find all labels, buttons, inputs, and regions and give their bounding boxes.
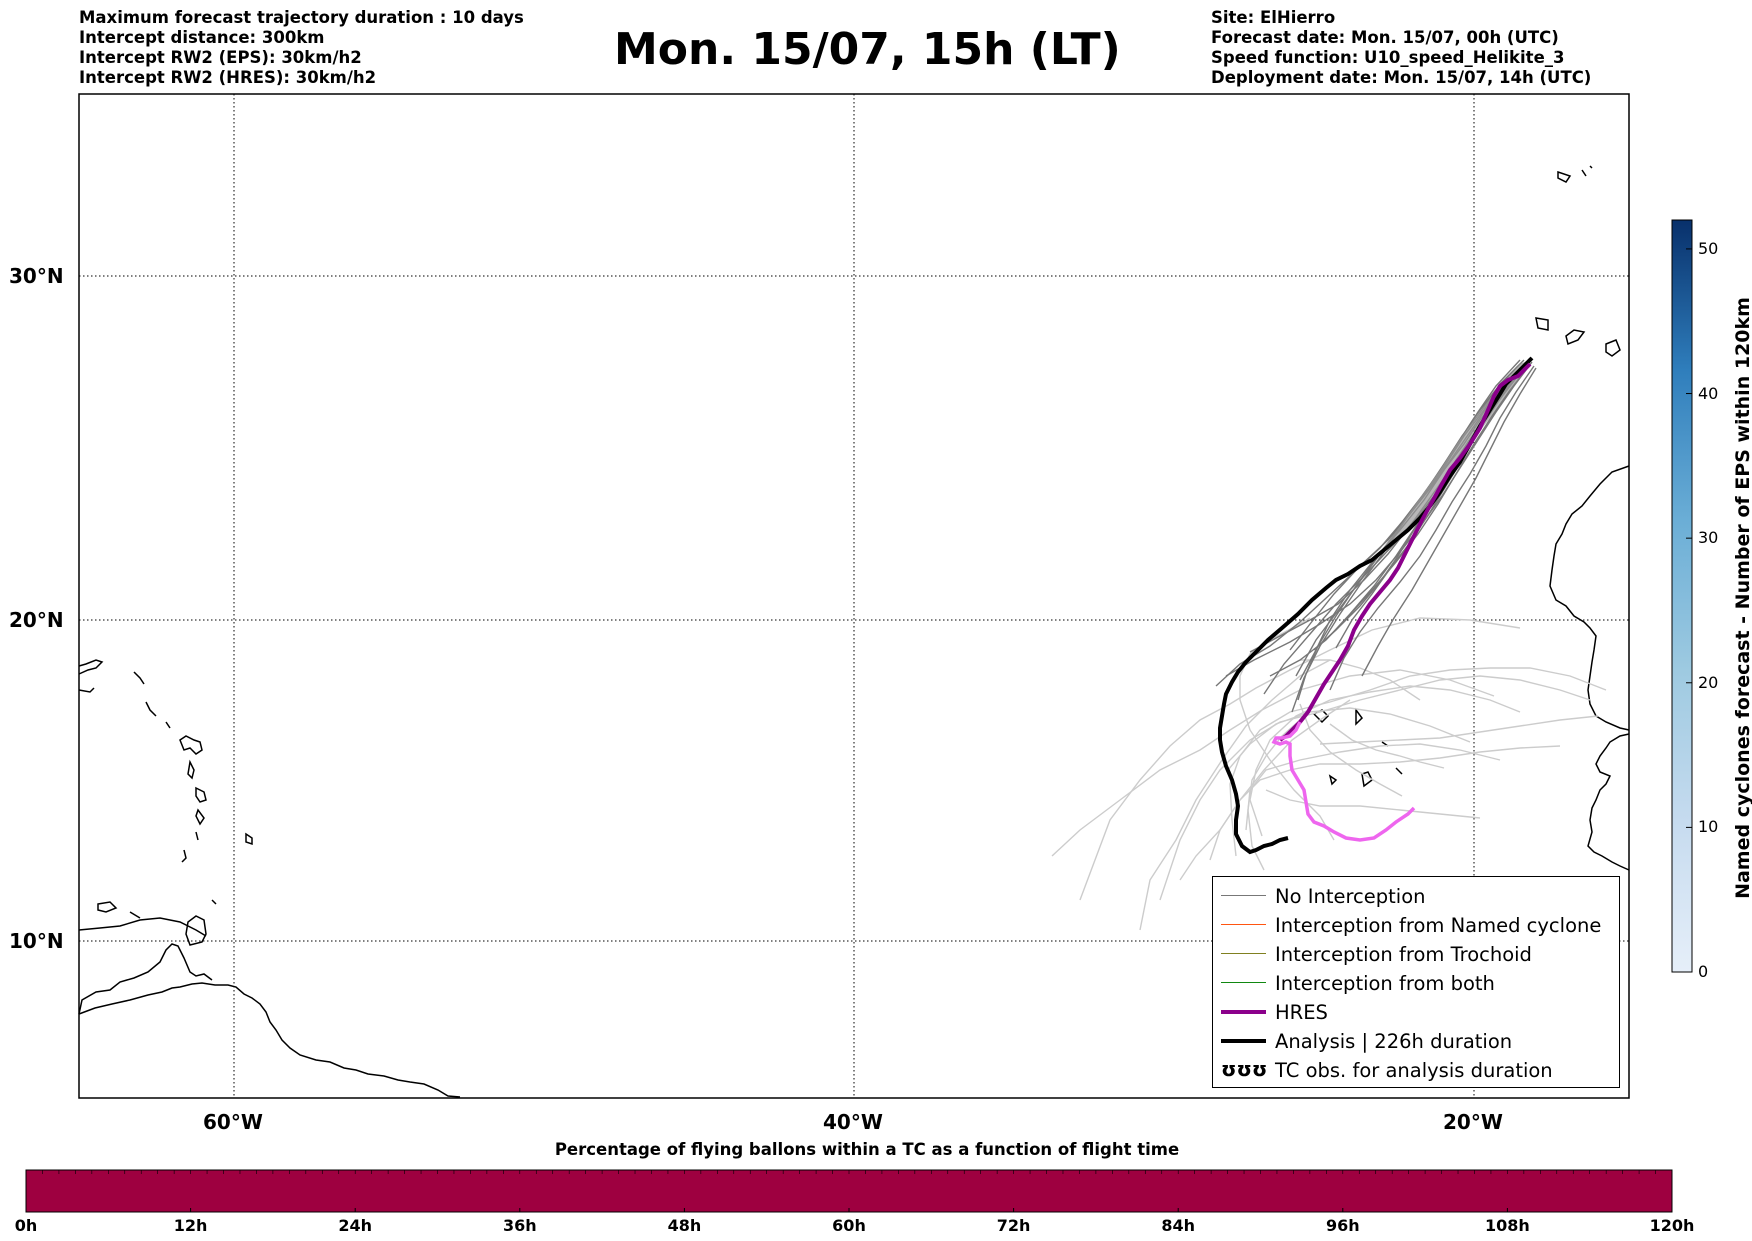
hres-track xyxy=(1278,362,1532,742)
percentage-bar-tick-label: 12h xyxy=(173,1216,208,1235)
legend-swatch xyxy=(1221,895,1266,897)
coastlines xyxy=(78,165,1630,1098)
header-left-line-1: Maximum forecast trajectory duration : 1… xyxy=(79,8,524,27)
coast-cape-verde-4 xyxy=(1328,774,1338,786)
percentage-bar-fill xyxy=(25,1169,1673,1213)
percentage-bar-tick-label: 0h xyxy=(14,1216,38,1235)
coast-venezuela-detail xyxy=(78,943,213,1015)
percentage-bar-tick-label: 24h xyxy=(338,1216,373,1235)
legend-item: Interception from Trochoid xyxy=(1213,941,1613,967)
coast-north-venezuela xyxy=(78,917,207,937)
lon-label-20w: 20°W xyxy=(1443,1110,1503,1134)
coast-abc-islands xyxy=(97,901,118,913)
percentage-bar-tick-label: 48h xyxy=(667,1216,702,1235)
coast-cape-verde-2 xyxy=(1355,707,1363,726)
coast-canaries-2 xyxy=(1565,329,1586,346)
coast-barbados xyxy=(245,832,253,846)
lat-label-20n: 20°N xyxy=(9,608,64,632)
header-right-line-1: Site: ElHierro xyxy=(1211,8,1336,27)
coast-madeira xyxy=(1557,170,1572,183)
colorbar-tick-label: 0 xyxy=(1698,962,1709,981)
coast-south-america xyxy=(78,982,461,1098)
legend-item: Interception from Named cyclone xyxy=(1213,912,1613,938)
coast-lesser-antilles-1 xyxy=(133,671,145,685)
legend-label: Interception from Named cyclone xyxy=(1275,914,1602,937)
percentage-bar-tick-label: 108h xyxy=(1484,1216,1530,1235)
coast-dominica xyxy=(187,759,195,780)
legend-swatch xyxy=(1221,982,1266,984)
header-left-line-2: Intercept distance: 300km xyxy=(79,28,325,47)
coast-margarita xyxy=(129,911,141,919)
tc-obs-symbol-icon: ʊʊʊ xyxy=(1221,1057,1268,1081)
lat-label-10n: 10°N xyxy=(9,929,64,953)
legend-item: Interception from both xyxy=(1213,970,1613,996)
colorbar-tick-label: 50 xyxy=(1698,238,1719,258)
coast-grenada xyxy=(181,849,187,863)
colorbar-label: Named cyclones forecast - Number of EPS … xyxy=(1732,297,1752,899)
lon-label-40w: 40°W xyxy=(823,1110,883,1134)
coast-cape-verde-6 xyxy=(1395,767,1403,775)
percentage-bar-tick-label: 60h xyxy=(832,1216,866,1235)
coast-caribbean-north-1 xyxy=(78,659,104,675)
legend-label: Analysis | 226h duration xyxy=(1275,1030,1513,1053)
legend-label: No Interception xyxy=(1275,885,1426,908)
coast-lesser-antilles-2 xyxy=(145,701,157,717)
coast-guadeloupe xyxy=(179,735,203,755)
colorbar-tick-label: 20 xyxy=(1698,672,1719,692)
lat-label-30n: 30°N xyxy=(9,264,64,288)
percentage-bar-title: Percentage of flying ballons within a TC… xyxy=(554,1140,1180,1159)
legend-swatch xyxy=(1221,953,1266,955)
coast-lesser-antilles-3 xyxy=(165,721,171,729)
coast-tobago xyxy=(211,899,217,905)
legend-item: HRES xyxy=(1213,999,1613,1025)
coast-senegal xyxy=(1587,733,1630,871)
percentage-bar xyxy=(25,1169,1673,1213)
coast-trinidad xyxy=(185,915,207,946)
page-title: Mon. 15/07, 15h (LT) xyxy=(614,24,1121,75)
header-left-line-4: Intercept RW2 (HRES): 30km/h2 xyxy=(79,68,377,87)
percentage-bar-tick-label: 36h xyxy=(502,1216,537,1235)
colorbar-gradient xyxy=(1671,219,1693,973)
coast-porto-santo xyxy=(1589,165,1593,169)
legend-item: No Interception xyxy=(1213,883,1613,909)
legend-swatch xyxy=(1221,1010,1266,1014)
header-left: Maximum forecast trajectory duration : 1… xyxy=(79,8,524,88)
header-right-line-3: Speed function: U10_speed_Helikite_3 xyxy=(1211,48,1565,67)
header-right-line-2: Forecast date: Mon. 15/07, 00h (UTC) xyxy=(1211,28,1559,47)
hres-tail xyxy=(1271,721,1416,842)
percentage-bar-tick-label: 120h xyxy=(1649,1216,1695,1235)
legend-label: Interception from Trochoid xyxy=(1275,943,1532,966)
header-right: Site: ElHierro Forecast date: Mon. 15/07… xyxy=(1211,8,1591,88)
header-left-line-3: Intercept RW2 (EPS): 30km/h2 xyxy=(79,48,362,67)
colorbar-ticks xyxy=(1686,248,1692,973)
legend-swatch xyxy=(1221,1039,1266,1043)
legend-label: Interception from both xyxy=(1275,972,1495,995)
coast-martinique xyxy=(195,786,207,803)
percentage-bar-tick-label: 72h xyxy=(996,1216,1031,1235)
legend-item: ʊʊʊ TC obs. for analysis duration xyxy=(1213,1057,1613,1083)
legend-label: TC obs. for analysis duration xyxy=(1275,1059,1553,1082)
percentage-bar-ticks xyxy=(25,1170,1673,1212)
cyclone-colorbar xyxy=(1671,219,1693,973)
colorbar-tick-label: 10 xyxy=(1698,817,1719,837)
legend-item: Analysis | 226h duration xyxy=(1213,1028,1613,1054)
coast-madeira-2 xyxy=(1581,169,1587,177)
legend-label: HRES xyxy=(1275,1001,1328,1024)
percentage-bar-tick-label: 84h xyxy=(1161,1216,1196,1235)
lon-label-60w: 60°W xyxy=(203,1110,263,1134)
legend-swatch xyxy=(1221,924,1266,926)
percentage-bar-tick-label: 96h xyxy=(1325,1216,1360,1235)
header-right-line-4: Deployment date: Mon. 15/07, 14h (UTC) xyxy=(1211,68,1592,87)
coast-canaries-3 xyxy=(1605,339,1621,357)
colorbar-tick-label: 30 xyxy=(1698,528,1719,548)
coast-canaries-1 xyxy=(1535,317,1549,331)
coast-caribbean-north-2 xyxy=(78,687,95,693)
colorbar-tick-label: 40 xyxy=(1698,383,1719,403)
map-legend: No Interception Interception from Named c… xyxy=(1212,876,1620,1088)
coast-st-vincent xyxy=(195,831,199,841)
coast-st-lucia xyxy=(195,808,205,826)
